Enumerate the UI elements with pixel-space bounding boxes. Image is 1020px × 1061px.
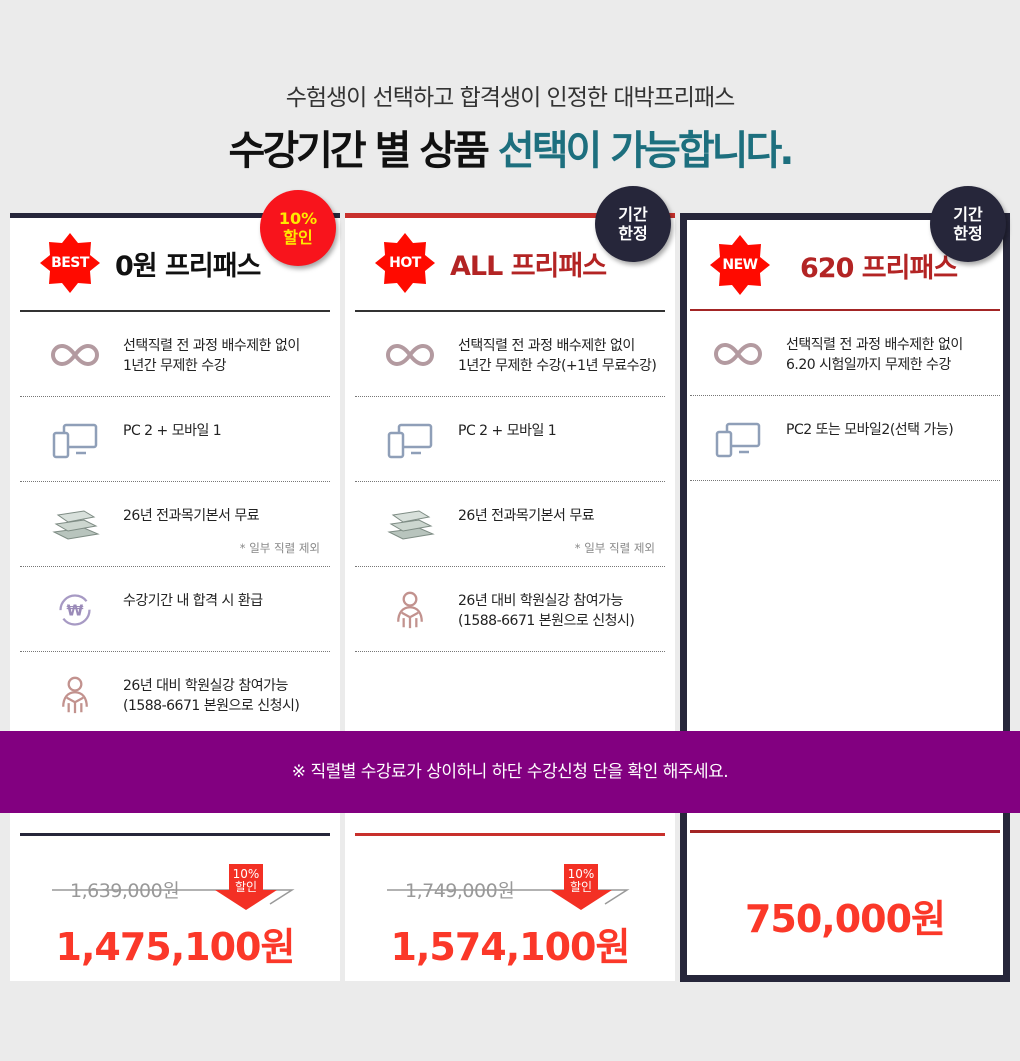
card-header: NEW 620 프리패스 <box>690 220 1000 311</box>
feature-row: 선택직렬 전 과정 배수제한 없이 1년간 무제한 수강 <box>20 312 330 397</box>
feature-line: (1588-6671 본원으로 신청시) <box>123 698 300 714</box>
discount-arrow: 10% 할인 <box>550 864 612 910</box>
feature-row: PC 2 + 모바일 1 <box>355 397 665 482</box>
notice-banner: ※ 직렬별 수강료가 상이하니 하단 수강신청 단을 확인 해주세요. <box>0 731 1020 813</box>
reading-person-icon <box>385 591 435 629</box>
discount-arrow: 10% 할인 <box>215 864 277 910</box>
product-title: 620 프리패스 <box>800 253 958 284</box>
page-title: 수강기간 별 상품 선택이 가능합니다. <box>0 118 1020 176</box>
product-title: 0원 프리패스 <box>115 251 261 282</box>
corner-line: 기간 <box>953 205 983 224</box>
feature-line: (1588-6671 본원으로 신청시) <box>458 613 635 629</box>
feature-line: 26년 전과목기본서 무료 <box>123 508 260 524</box>
feature-row: 선택직렬 전 과정 배수제한 없이 6.20 시험일까지 무제한 수강 <box>690 311 1000 396</box>
strike-line <box>52 889 295 905</box>
corner-line: 한정 <box>618 224 648 243</box>
infinity-icon <box>713 335 763 373</box>
feature-row: 26년 대비 학원실강 참여가능 (1588-6671 본원으로 신청시) <box>20 652 330 737</box>
feature-line: 6.20 시험일까지 무제한 수강 <box>786 357 951 373</box>
feature-text: PC 2 + 모바일 1 <box>458 421 557 441</box>
feature-text: 26년 대비 학원실강 참여가능 (1588-6671 본원으로 신청시) <box>458 591 635 631</box>
corner-badge: 기간 한정 <box>930 186 1006 262</box>
corner-line: 기간 <box>618 205 648 224</box>
original-price: 1,749,000원 <box>405 880 515 902</box>
feature-text: PC 2 + 모바일 1 <box>123 421 222 441</box>
card-header: HOT ALL 프리패스 <box>355 218 665 312</box>
infinity-icon <box>385 336 435 374</box>
card-header: BEST 0원 프리패스 <box>20 218 330 312</box>
badge-star-icon: NEW <box>710 235 770 295</box>
feature-text: 선택직렬 전 과정 배수제한 없이 1년간 무제한 수강(+1년 무료수강) <box>458 336 657 376</box>
feature-row: PC2 또는 모바일2(선택 가능) <box>690 396 1000 481</box>
price-section: 1,639,000원 10% 할인 1,475,100원 <box>20 833 330 983</box>
subtitle: 수험생이 선택하고 합격생이 인정한 대박프리패스 <box>285 85 736 111</box>
corner-line: 할인 <box>283 228 313 247</box>
badge-star-icon: HOT <box>375 233 435 293</box>
feature-note: * 일부 직렬 제외 <box>574 541 655 555</box>
feature-line: 선택직렬 전 과정 배수제한 없이 <box>786 337 963 353</box>
feature-line: 선택직렬 전 과정 배수제한 없이 <box>458 338 635 354</box>
corner-line: 한정 <box>953 224 983 243</box>
corner-badge: 10% 할인 <box>260 190 336 266</box>
feature-line: 1년간 무제한 수강 <box>123 358 226 374</box>
feature-text: 26년 대비 학원실강 참여가능 (1588-6671 본원으로 신청시) <box>123 676 300 716</box>
corner-badge: 기간 한정 <box>595 186 671 262</box>
feature-line: 1년간 무제한 수강(+1년 무료수강) <box>458 358 657 374</box>
feature-text: 26년 전과목기본서 무료 <box>123 506 260 526</box>
feature-line: 수강기간 내 합격 시 환급 <box>123 593 263 609</box>
refund-won-icon: ₩ <box>50 591 100 629</box>
sale-price: 750,000원 <box>744 897 946 941</box>
feature-text: 수강기간 내 합격 시 환급 <box>123 591 263 611</box>
feature-row: PC 2 + 모바일 1 <box>20 397 330 482</box>
feature-line: PC2 또는 모바일2(선택 가능) <box>786 422 954 438</box>
feature-row: 26년 대비 학원실강 참여가능 (1588-6671 본원으로 신청시) <box>355 567 665 652</box>
feature-text: 선택직렬 전 과정 배수제한 없이 6.20 시험일까지 무제한 수강 <box>786 335 963 375</box>
feature-line: 선택직렬 전 과정 배수제한 없이 <box>123 338 300 354</box>
discount-line: 10% <box>232 867 260 881</box>
corner-line: 10% <box>278 209 318 228</box>
feature-line: PC 2 + 모바일 1 <box>458 423 557 439</box>
books-icon <box>50 506 100 544</box>
devices-icon <box>713 420 763 458</box>
badge-label: HOT <box>389 255 421 271</box>
feature-line: 26년 대비 학원실강 참여가능 <box>458 593 623 609</box>
books-icon <box>385 506 435 544</box>
original-price: 1,639,000원 <box>70 880 180 902</box>
discount-line: 10% <box>567 867 595 881</box>
badge-star-icon: BEST <box>40 233 100 293</box>
feature-note: * 일부 직렬 제외 <box>239 541 320 555</box>
discount-line: 할인 <box>569 880 593 894</box>
strike-line <box>387 889 630 905</box>
price-section: 750,000원 <box>690 830 1000 980</box>
badge-label: BEST <box>51 255 89 271</box>
feature-text: PC2 또는 모바일2(선택 가능) <box>786 420 954 440</box>
feature-line: PC 2 + 모바일 1 <box>123 423 222 439</box>
devices-icon <box>385 421 435 459</box>
discount-line: 할인 <box>234 880 258 894</box>
badge-label: NEW <box>722 257 758 273</box>
sale-price: 1,475,100원 <box>55 925 296 969</box>
feature-line: 26년 대비 학원실강 참여가능 <box>123 678 288 694</box>
feature-row: 선택직렬 전 과정 배수제한 없이 1년간 무제한 수강(+1년 무료수강) <box>355 312 665 397</box>
sale-price: 1,574,100원 <box>390 925 631 969</box>
svg-text:₩: ₩ <box>67 601 84 619</box>
infinity-icon <box>50 336 100 374</box>
product-card: HOT ALL 프리패스 선택직렬 전 과정 배수제한 없이 1년간 무제한 수강… <box>345 213 675 981</box>
feature-row: ₩ 수강기간 내 합격 시 환급 <box>20 567 330 652</box>
title-highlight: 선택이 가능합니다. <box>497 128 795 174</box>
product-title: ALL 프리패스 <box>450 251 607 282</box>
feature-row: 26년 전과목기본서 무료 * 일부 직렬 제외 <box>355 482 665 567</box>
price-section: 1,749,000원 10% 할인 1,574,100원 <box>355 833 665 983</box>
reading-person-icon <box>50 676 100 714</box>
feature-row: 26년 전과목기본서 무료 * 일부 직렬 제외 <box>20 482 330 567</box>
product-card: BEST 0원 프리패스 선택직렬 전 과정 배수제한 없이 1년간 무제한 수강… <box>10 213 340 981</box>
title-main: 수강기간 별 상품 <box>228 128 498 174</box>
devices-icon <box>50 421 100 459</box>
feature-text: 26년 전과목기본서 무료 <box>458 506 595 526</box>
feature-text: 선택직렬 전 과정 배수제한 없이 1년간 무제한 수강 <box>123 336 300 376</box>
feature-line: 26년 전과목기본서 무료 <box>458 508 595 524</box>
product-card: NEW 620 프리패스 선택직렬 전 과정 배수제한 없이 6.20 시험일까지… <box>680 213 1010 982</box>
